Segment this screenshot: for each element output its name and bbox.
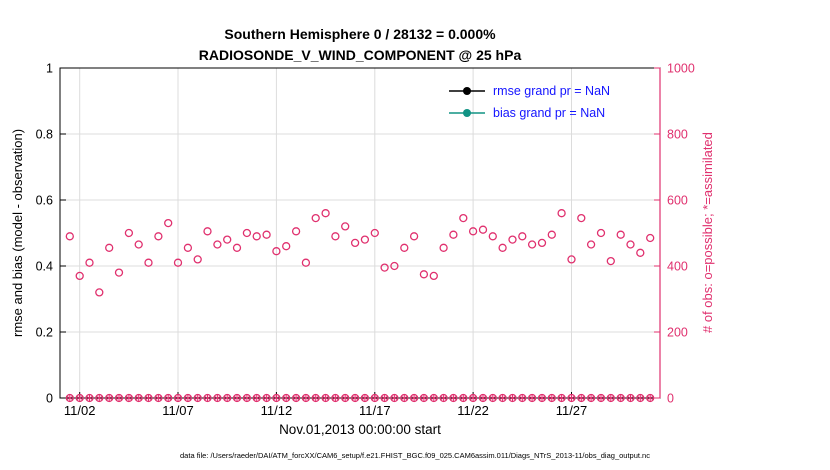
grid-lines [60, 68, 660, 398]
svg-text:0.2: 0.2 [36, 326, 53, 340]
legend-item-rmse: rmse grand pr = NaN [448, 80, 610, 102]
left-axis-label: rmse and bias (model - observation) [10, 128, 25, 338]
svg-text:11/22: 11/22 [457, 403, 489, 418]
svg-text:11/07: 11/07 [162, 403, 194, 418]
svg-text:600: 600 [667, 194, 688, 208]
y-axis-left-ticks: 0 0.2 0.4 0.6 0.8 1 [36, 62, 66, 406]
chart-title-line1: Southern Hemisphere 0 / 28132 = 0.000% [224, 26, 496, 42]
chart-title-line2: RADIOSONDE_V_WIND_COMPONENT @ 25 hPa [198, 47, 522, 63]
possible-obs-markers [65, 209, 655, 297]
svg-text:200: 200 [667, 326, 688, 340]
svg-text:11/17: 11/17 [359, 403, 391, 418]
svg-text:1000: 1000 [667, 62, 695, 76]
svg-text:11/12: 11/12 [261, 403, 293, 418]
x-axis-ticks: 11/02 11/07 11/12 11/17 11/22 11/27 [64, 392, 587, 418]
svg-text:0: 0 [46, 392, 53, 406]
svg-text:0: 0 [667, 392, 674, 406]
bias-legend-marker [449, 109, 485, 117]
right-axis-label: # of obs: o=possible; *=assimilated [700, 132, 715, 334]
svg-text:1: 1 [46, 62, 53, 76]
x-axis-label: Nov.01,2013 00:00:00 start [279, 422, 441, 437]
legend-label-bias: bias grand pr = NaN [493, 106, 606, 120]
y-axis-right-ticks: 0 200 400 600 800 1000 [654, 62, 695, 406]
assimilated-obs-markers [65, 393, 655, 403]
svg-text:11/02: 11/02 [64, 403, 96, 418]
legend-item-bias: bias grand pr = NaN [448, 102, 610, 124]
svg-text:0.4: 0.4 [36, 260, 53, 274]
data-file-footer: data file: /Users/raeder/DAI/ATM_forcXX/… [180, 451, 650, 460]
svg-text:400: 400 [667, 260, 688, 274]
chart-title: Southern Hemisphere 0 / 28132 = 0.000% R… [60, 24, 660, 66]
svg-text:0.6: 0.6 [36, 194, 53, 208]
svg-text:0.8: 0.8 [36, 128, 53, 142]
legend: rmse grand pr = NaN bias grand pr = NaN [448, 80, 610, 124]
svg-text:800: 800 [667, 128, 688, 142]
rmse-legend-marker [449, 87, 485, 95]
legend-label-rmse: rmse grand pr = NaN [493, 84, 611, 98]
svg-text:11/27: 11/27 [556, 403, 588, 418]
